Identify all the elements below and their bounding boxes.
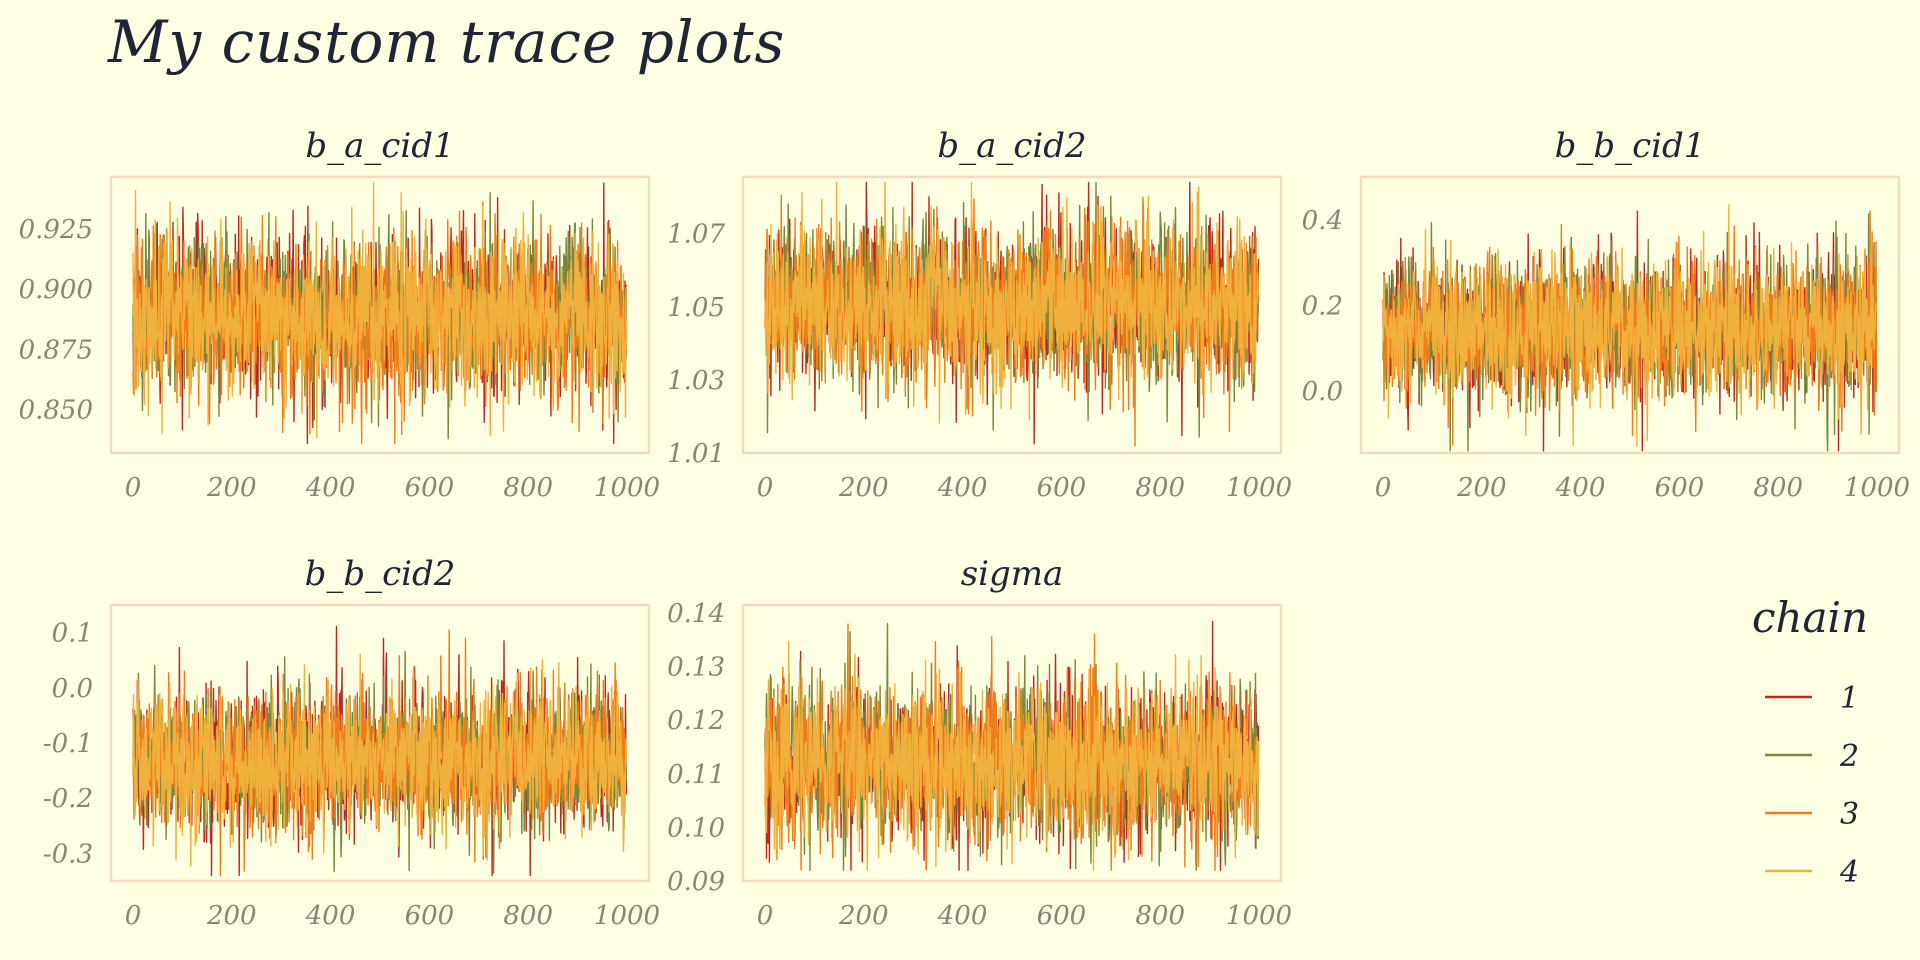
panel-sigma: sigma 0.09 0.10 0.11 0.12 0.13 0.14 0 200 400 600 8… (667, 554, 1292, 931)
x-tick-label: 800 (1135, 901, 1185, 931)
trace-chain-4 (132, 182, 628, 439)
panel-b-a-cid2: b_a_cid2 1.01 1.03 1.05 1.07 0 200 400 600 800 100… (667, 126, 1292, 503)
x-tick-label: 1000 (1226, 901, 1292, 931)
plot-frame (1359, 175, 1901, 455)
x-tick-label: 200 (838, 473, 889, 503)
panel-b-a-cid1: b_a_cid1 0.850 0.875 0.900 0.925 0 200 400 600 80… (19, 126, 661, 503)
plot-frame (741, 175, 1283, 455)
y-tick-label: 1.05 (667, 293, 725, 323)
panel-title: sigma (961, 554, 1064, 594)
x-tick-label: 0 (125, 473, 142, 503)
x-tick-label: 600 (405, 473, 455, 503)
legend-label-4: 4 (1839, 855, 1859, 890)
y-tick-label: 0.12 (667, 706, 725, 736)
x-tick-label: 200 (1456, 473, 1507, 503)
panel-b-b-cid2: b_b_cid2 -0.3 -0.2 -0.1 0.0 0.1 0 200 400 600 800 1… (43, 554, 660, 931)
y-tick-label: 0.925 (19, 215, 93, 245)
y-tick-label: 0.850 (19, 396, 93, 426)
y-tick-label: 0.0 (52, 674, 93, 704)
traces (764, 181, 1260, 447)
y-tick-label: 0.4 (1302, 206, 1343, 236)
y-tick-label: 0.2 (1302, 291, 1343, 321)
panel-title: b_a_cid2 (937, 126, 1086, 166)
legend-label-3: 3 (1840, 797, 1859, 832)
x-tick-label: 800 (1135, 473, 1185, 503)
x-tick-label: 800 (503, 473, 553, 503)
plot-frame (109, 175, 651, 455)
x-tick-label: 0 (757, 901, 774, 931)
legend-label-2: 2 (1839, 739, 1859, 774)
x-tick-label: 400 (305, 901, 356, 931)
traces (132, 182, 628, 445)
y-tick-label: 0.09 (667, 867, 725, 897)
trace-chain-4 (764, 640, 1260, 871)
y-tick-label: 0.1 (52, 619, 93, 649)
x-tick-label: 0 (1375, 473, 1392, 503)
trace-chain-2 (132, 192, 628, 440)
x-tick-label: 600 (1037, 901, 1087, 931)
trace-chain-3 (132, 201, 628, 445)
y-tick-label: 0.875 (19, 335, 93, 365)
x-tick-label: 1000 (1226, 473, 1292, 503)
y-tick-label: 0.0 (1302, 377, 1343, 407)
y-tick-label: 1.03 (667, 366, 725, 396)
plot-frame (109, 603, 651, 883)
x-tick-label: 400 (937, 473, 988, 503)
x-tick-label: 200 (206, 473, 257, 503)
traces (132, 625, 628, 877)
x-tick-label: 400 (305, 473, 356, 503)
trace-chain-4 (764, 181, 1260, 424)
x-tick-label: 600 (1037, 473, 1087, 503)
plot-frame (741, 603, 1283, 883)
y-tick-label: 0.14 (667, 599, 725, 629)
y-tick-label: 0.11 (667, 760, 725, 790)
x-tick-label: 800 (503, 901, 553, 931)
x-tick-label: 1000 (594, 473, 660, 503)
legend-title: chain (1752, 593, 1868, 642)
y-tick-label: 1.01 (667, 439, 725, 469)
panel-b-b-cid1: b_b_cid1 0.0 0.2 0.4 0 200 400 600 800 1000 (1302, 126, 1910, 503)
x-tick-label: 400 (937, 901, 988, 931)
trace-chain-4 (132, 653, 628, 867)
panel-title: b_a_cid1 (305, 126, 454, 166)
y-tick-label: 0.13 (667, 653, 725, 683)
y-tick-label: 1.07 (667, 220, 725, 250)
y-tick-label: 0.900 (19, 275, 93, 305)
y-tick-label: 0.10 (667, 813, 725, 843)
figure-title: My custom trace plots (108, 8, 786, 76)
x-tick-label: 0 (757, 473, 774, 503)
y-tick-label: -0.3 (43, 839, 93, 869)
x-tick-label: 600 (405, 901, 455, 931)
x-tick-label: 1000 (594, 901, 660, 931)
panel-title: b_b_cid2 (305, 554, 456, 594)
y-tick-label: -0.2 (43, 784, 93, 814)
x-tick-label: 600 (1655, 473, 1705, 503)
traces (1382, 204, 1878, 452)
traces (764, 620, 1260, 871)
x-tick-label: 1000 (1844, 473, 1910, 503)
trace-chain-4 (1382, 204, 1878, 447)
legend-label-1: 1 (1840, 681, 1859, 716)
x-tick-label: 200 (838, 901, 889, 931)
x-tick-label: 800 (1753, 473, 1803, 503)
x-tick-label: 0 (125, 901, 142, 931)
x-tick-label: 200 (206, 901, 257, 931)
y-tick-label: -0.1 (43, 729, 93, 759)
x-tick-label: 400 (1555, 473, 1606, 503)
legend: chain 1 2 3 4 (1752, 593, 1868, 890)
panel-title: b_b_cid1 (1555, 126, 1706, 166)
